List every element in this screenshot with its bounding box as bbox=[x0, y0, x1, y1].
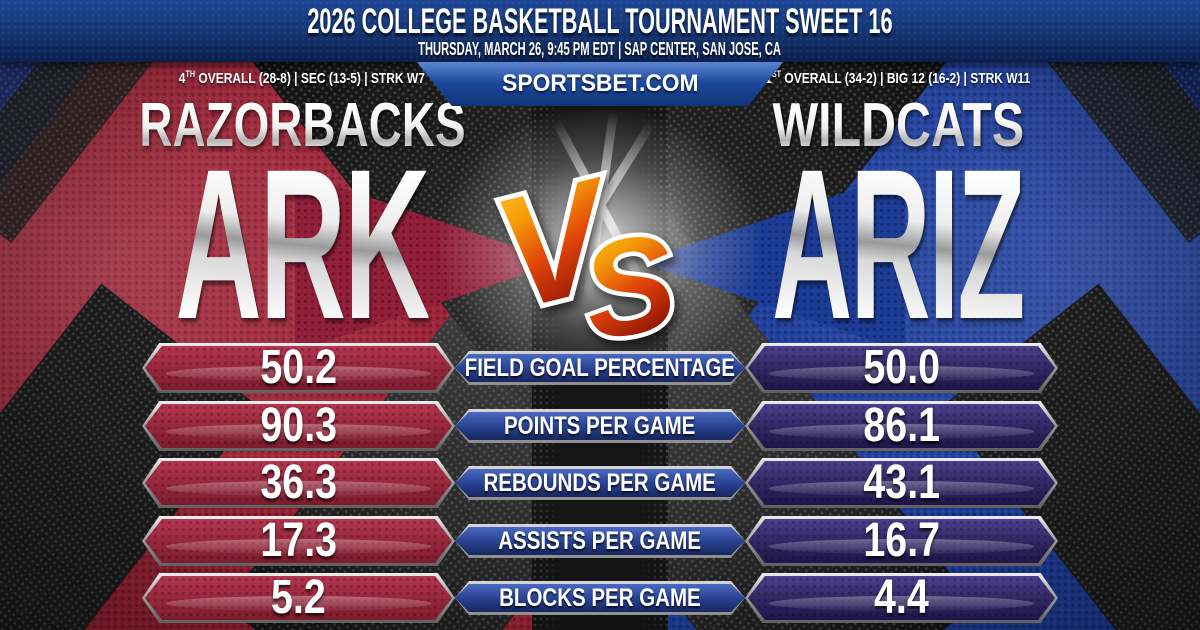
sportsbet-url: SPORTSBET.COM bbox=[501, 70, 699, 97]
left-stat-value: 90.3 bbox=[260, 399, 337, 452]
gloss-highlight bbox=[769, 424, 1034, 440]
left-team-name: RAZORBACKS bbox=[138, 91, 466, 160]
stat-row-field-goal-percentage: 50.2 FIELD GOAL PERCENTAGE 50.0 bbox=[0, 343, 1200, 393]
right-stat-pill: 16.7 bbox=[745, 516, 1058, 566]
gloss-highlight bbox=[166, 424, 431, 440]
stat-label: POINTS PER GAME bbox=[504, 411, 696, 440]
right-team-name: WILDCATS bbox=[772, 91, 1024, 160]
gloss-highlight bbox=[769, 366, 1034, 382]
stat-label: ASSISTS PER GAME bbox=[498, 526, 702, 555]
stat-label-bar: FIELD GOAL PERCENTAGE bbox=[455, 351, 745, 385]
left-team-abbr: ARK bbox=[175, 125, 431, 364]
gloss-highlight bbox=[166, 366, 431, 382]
left-stat-value: 17.3 bbox=[260, 514, 337, 567]
event-details: THURSDAY, MARCH 26, 9:45 PM EDT | SAP CE… bbox=[418, 39, 782, 59]
left-team-record: 4TH OVERALL (28-8) | SEC (13-5) | STRK W… bbox=[178, 69, 426, 87]
gloss-highlight bbox=[166, 596, 431, 612]
left-stat-pill: 17.3 bbox=[142, 516, 455, 566]
event-title: 2026 COLLEGE BASKETBALL TOURNAMENT SWEET… bbox=[307, 2, 893, 41]
gloss-highlight bbox=[166, 481, 431, 497]
stat-row-rebounds-per-game: 36.3 REBOUNDS PER GAME 43.1 bbox=[0, 458, 1200, 508]
left-stat-pill: 90.3 bbox=[142, 401, 455, 451]
stat-label: FIELD GOAL PERCENTAGE bbox=[464, 353, 736, 382]
right-team-abbr: ARIZ bbox=[772, 125, 1025, 364]
stat-label-bar: BLOCKS PER GAME bbox=[455, 581, 745, 615]
right-stat-pill: 43.1 bbox=[745, 458, 1058, 508]
gloss-highlight bbox=[769, 596, 1034, 612]
right-stat-pill: 50.0 bbox=[745, 343, 1058, 393]
svg-text:S: S bbox=[571, 204, 687, 344]
stat-row-points-per-game: 90.3 POINTS PER GAME 86.1 bbox=[0, 401, 1200, 451]
stat-row-blocks-per-game: 5.2 BLOCKS PER GAME 4.4 bbox=[0, 573, 1200, 623]
right-stat-pill: 86.1 bbox=[745, 401, 1058, 451]
right-stat-value: 50.0 bbox=[863, 341, 940, 394]
stat-label: REBOUNDS PER GAME bbox=[483, 468, 717, 497]
left-stat-value: 5.2 bbox=[271, 571, 326, 624]
stat-label-bar: REBOUNDS PER GAME bbox=[455, 466, 745, 500]
gloss-highlight bbox=[769, 481, 1034, 497]
left-stat-pill: 50.2 bbox=[142, 343, 455, 393]
vs-glow bbox=[430, 110, 770, 390]
vs-emblem: V S bbox=[478, 166, 691, 344]
right-team-block: 1ST OVERALL (34-2) | BIG 12 (16-2) | STR… bbox=[598, 64, 1198, 364]
sportsbet-banner: SPORTSBET.COM bbox=[417, 62, 783, 106]
stat-label: BLOCKS PER GAME bbox=[499, 583, 701, 612]
stat-label-bar: ASSISTS PER GAME bbox=[455, 524, 745, 558]
stat-row-assists-per-game: 17.3 ASSISTS PER GAME 16.7 bbox=[0, 516, 1200, 566]
gloss-highlight bbox=[769, 539, 1034, 555]
gloss-highlight bbox=[166, 539, 431, 555]
right-stat-value: 43.1 bbox=[863, 456, 940, 509]
right-stat-value: 86.1 bbox=[863, 399, 940, 452]
header: 2026 COLLEGE BASKETBALL TOURNAMENT SWEET… bbox=[0, 0, 1200, 62]
stat-label-bar: POINTS PER GAME bbox=[455, 409, 745, 443]
left-stat-value: 50.2 bbox=[260, 341, 337, 394]
right-stat-value: 4.4 bbox=[874, 571, 929, 624]
right-stat-pill: 4.4 bbox=[745, 573, 1058, 623]
left-team-block: 4TH OVERALL (28-8) | SEC (13-5) | STRK W… bbox=[2, 64, 602, 364]
left-stat-pill: 36.3 bbox=[142, 458, 455, 508]
right-stat-value: 16.7 bbox=[863, 514, 940, 567]
left-stat-pill: 5.2 bbox=[142, 573, 455, 623]
left-stat-value: 36.3 bbox=[260, 456, 337, 509]
